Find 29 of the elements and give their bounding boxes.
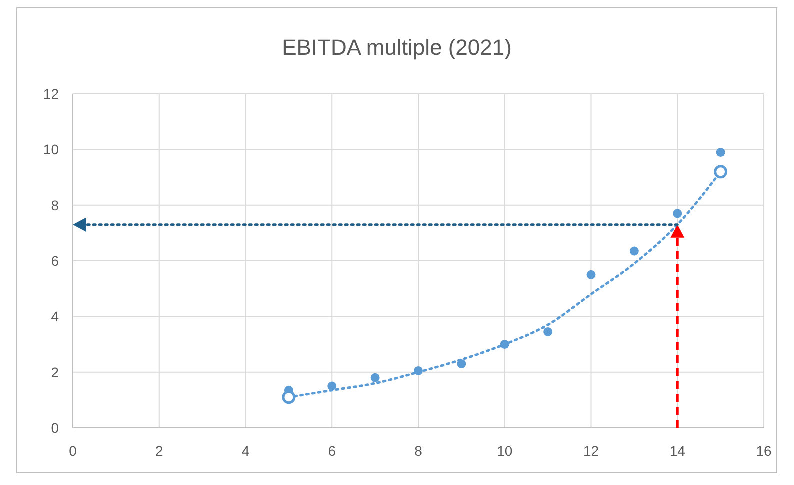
point [586, 270, 596, 280]
point [673, 209, 682, 218]
x-tick-label: 14 [670, 443, 686, 459]
x-tick-label: 8 [414, 443, 423, 459]
y-tick-label: 0 [51, 420, 60, 436]
x-tick-label: 10 [497, 443, 513, 459]
chart-title: EBITDA multiple (2021) [282, 35, 512, 60]
point [544, 327, 553, 336]
point [457, 359, 466, 368]
point [328, 382, 337, 391]
point [370, 373, 380, 382]
x-tick-label: 0 [69, 443, 78, 459]
point [414, 366, 423, 376]
point [714, 165, 728, 179]
point [716, 148, 726, 157]
point [630, 246, 639, 256]
point [500, 340, 510, 349]
y-tick-label: 2 [51, 364, 60, 380]
x-tick-label: 6 [328, 443, 336, 459]
x-tick-label: 12 [583, 443, 600, 459]
x-tick-label: 4 [242, 443, 250, 459]
y-tick-label: 6 [51, 253, 60, 269]
y-tick-label: 10 [43, 142, 60, 158]
y-tick-label: 8 [51, 197, 60, 214]
y-tick-label: 4 [51, 308, 60, 325]
x-tick-label: 16 [756, 443, 772, 459]
point [282, 390, 296, 404]
x-tick-label: 2 [155, 443, 164, 459]
y-tick-label: 12 [43, 86, 60, 102]
